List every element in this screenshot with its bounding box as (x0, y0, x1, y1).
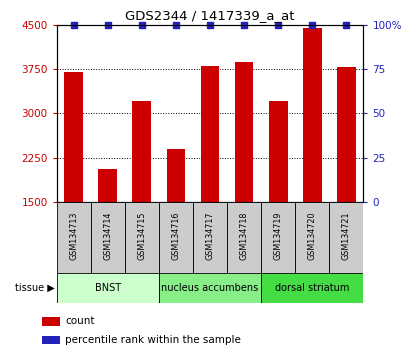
Text: GSM134715: GSM134715 (137, 211, 146, 260)
Bar (159, 202, 193, 273)
Bar (98, 169, 117, 202)
Bar (329, 202, 363, 273)
Text: percentile rank within the sample: percentile rank within the sample (65, 335, 241, 345)
Text: GDS2344 / 1417339_a_at: GDS2344 / 1417339_a_at (125, 9, 295, 22)
Text: dorsal striatum: dorsal striatum (275, 282, 349, 293)
Bar (167, 149, 185, 202)
Text: tissue ▶: tissue ▶ (15, 282, 55, 293)
Bar (64, 72, 83, 202)
Text: GSM134718: GSM134718 (239, 212, 249, 260)
Bar (235, 62, 253, 202)
Bar (337, 67, 356, 202)
Point (173, 22, 179, 28)
Text: GSM134720: GSM134720 (308, 211, 317, 260)
Text: nucleus accumbens: nucleus accumbens (161, 282, 259, 293)
Bar (269, 102, 288, 202)
Bar (201, 66, 219, 202)
Text: BNST: BNST (95, 282, 121, 293)
Point (139, 22, 145, 28)
Bar (57, 202, 91, 273)
Bar (159, 273, 261, 303)
Text: GSM134714: GSM134714 (103, 212, 112, 260)
Text: GSM134717: GSM134717 (205, 211, 215, 260)
Bar (227, 202, 261, 273)
Bar (303, 28, 322, 202)
Bar (57, 273, 159, 303)
Bar (125, 202, 159, 273)
Bar (91, 202, 125, 273)
Point (207, 22, 213, 28)
Bar (261, 273, 363, 303)
Point (241, 22, 247, 28)
Bar (295, 202, 329, 273)
Bar (42, 336, 60, 344)
Text: GSM134716: GSM134716 (171, 212, 181, 260)
Bar (42, 317, 60, 326)
Bar (193, 202, 227, 273)
Point (275, 22, 281, 28)
Text: GSM134719: GSM134719 (274, 211, 283, 260)
Text: GSM134713: GSM134713 (69, 212, 78, 260)
Point (309, 22, 315, 28)
Point (343, 22, 349, 28)
Text: count: count (65, 316, 94, 326)
Text: GSM134721: GSM134721 (342, 211, 351, 260)
Point (71, 22, 77, 28)
Point (105, 22, 111, 28)
Bar (132, 102, 151, 202)
Bar (261, 202, 295, 273)
